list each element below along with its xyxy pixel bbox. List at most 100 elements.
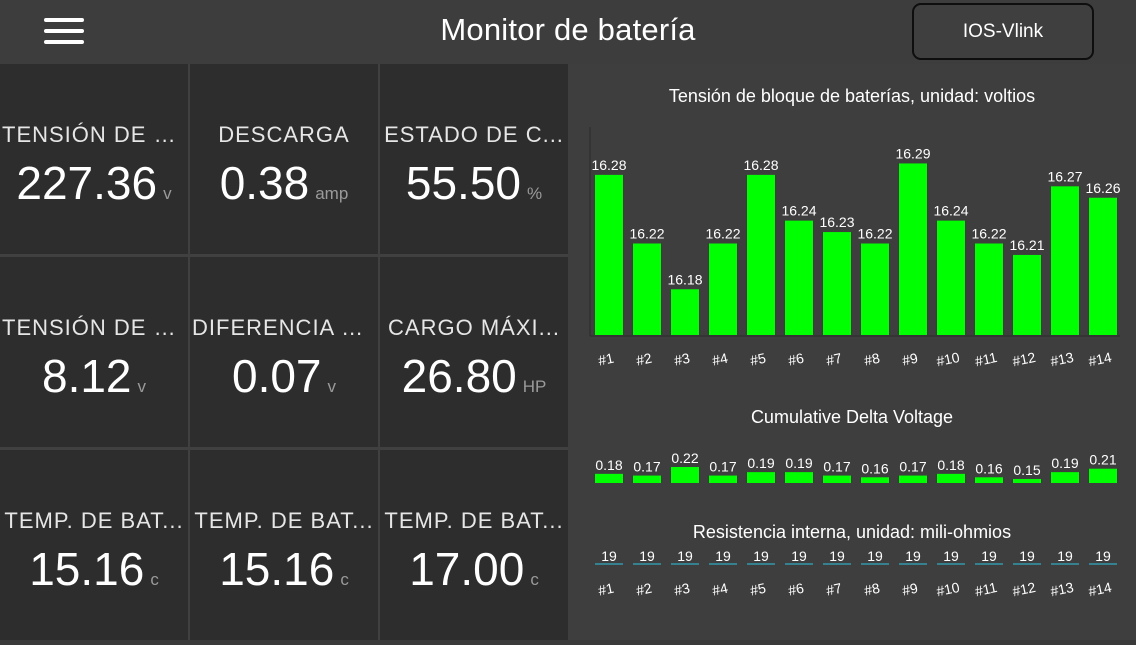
voltage-bar [709, 243, 737, 335]
voltage-x-tick: #5 [749, 350, 768, 369]
metric-label: DESCARGA [218, 122, 350, 147]
metric-value-group: 15.16 c [190, 542, 378, 596]
resistance-x-tick: #4 [711, 580, 730, 599]
metric-label: TENSIÓN DE P... [2, 122, 188, 147]
metric-unit: v [327, 377, 337, 396]
voltage-bar [1089, 197, 1117, 335]
resistance-bar-value: 19 [981, 548, 997, 564]
voltage-x-tick: #2 [635, 350, 654, 369]
metric-unit: c [340, 570, 349, 589]
voltage-bar-value: 16.18 [667, 271, 702, 287]
metric-value-group: 15.16 c [0, 542, 188, 596]
metric-value: 55.50 [405, 157, 521, 209]
top-bar: Monitor de batería IOS-Vlink [0, 0, 1136, 64]
voltage-bar [595, 174, 623, 335]
voltage-x-tick: #13 [1049, 349, 1075, 370]
delta-bar-value: 0.16 [975, 460, 1002, 476]
metric-tile[interactable]: DESCARGA 0.38 amp [190, 64, 378, 254]
metrics-grid: TENSIÓN DE P... 227.36 v DESCARGA 0.38 amp EST… [0, 64, 568, 640]
metric-tile[interactable]: TENSIÓN DE C... 8.12 v [0, 257, 188, 447]
resistance-bar-value: 19 [1019, 548, 1035, 564]
voltage-bar [671, 289, 699, 335]
voltage-bar [633, 243, 661, 335]
metric-tile[interactable]: TEMP. DE BAT... 17.00 c [380, 450, 568, 640]
voltage-bar-value: 16.22 [857, 226, 892, 242]
hamburger-menu-icon[interactable] [44, 18, 84, 46]
metric-label: TEMP. DE BAT... [384, 508, 564, 533]
metric-unit: % [527, 184, 543, 203]
delta-bar-value: 0.17 [899, 459, 926, 475]
metric-value: 26.80 [401, 350, 517, 402]
metric-tile[interactable]: ESTADO DE C... 55.50% [380, 64, 568, 254]
resistance-x-tick: #2 [635, 580, 654, 599]
voltage-x-tick: #4 [711, 350, 730, 369]
chart-title: Tensión de bloque de baterías, unidad: v… [669, 86, 1035, 106]
resistance-x-tick: #8 [863, 580, 882, 599]
voltage-bar [823, 232, 851, 335]
metric-value-group: 17.00 c [380, 542, 568, 596]
metric-value: 15.16 [219, 543, 335, 595]
delta-bar-value: 0.17 [633, 459, 660, 475]
voltage-bar-value: 16.28 [743, 157, 778, 173]
delta-bar-value: 0.16 [861, 460, 888, 476]
delta-bar-value: 0.15 [1013, 462, 1040, 478]
voltage-x-tick: #12 [1011, 349, 1037, 370]
resistance-bar-value: 19 [829, 548, 845, 564]
delta-bar-value: 0.21 [1089, 452, 1116, 468]
delta-bar-value: 0.17 [823, 459, 850, 475]
metric-tile[interactable]: CARGO MÁXI... 26.80 HP [380, 257, 568, 447]
voltage-bar-value: 16.28 [591, 157, 626, 173]
voltage-bar-value: 16.24 [781, 203, 816, 219]
metric-tile[interactable]: TEMP. DE BAT... 15.16 c [0, 450, 188, 640]
voltage-bar-value: 16.22 [971, 226, 1006, 242]
metric-tile[interactable]: DIFERENCIA D... 0.07 v [190, 257, 378, 447]
metric-unit: HP [522, 377, 547, 396]
resistance-x-tick: #10 [935, 579, 961, 600]
metric-value-group: 227.36 v [0, 156, 188, 210]
charts-panel: Tensión de bloque de baterías, unidad: v… [568, 64, 1136, 640]
chart-title: Resistencia interna, unidad: mili-ohmios [693, 522, 1011, 542]
metric-tile[interactable]: TENSIÓN DE P... 227.36 v [0, 64, 188, 254]
delta-bar [1089, 468, 1117, 483]
voltage-x-tick: #8 [863, 350, 882, 369]
delta-bar [823, 475, 851, 483]
device-connect-button[interactable]: IOS-Vlink [912, 3, 1094, 60]
metric-label: ESTADO DE C... [384, 122, 564, 147]
delta-bar-value: 0.19 [747, 455, 774, 471]
voltage-x-tick: #6 [787, 350, 806, 369]
delta-bar [937, 473, 965, 483]
resistance-bar-value: 19 [639, 548, 655, 564]
metric-unit: c [530, 570, 539, 589]
metric-unit: v [163, 184, 172, 203]
resistance-x-tick: #7 [825, 580, 844, 599]
voltage-x-tick: #7 [825, 350, 844, 369]
voltage-bar [747, 174, 775, 335]
metric-value: 227.36 [16, 157, 158, 209]
delta-bar [861, 477, 889, 483]
voltage-bar-value: 16.24 [933, 203, 968, 219]
delta-bar-value: 0.19 [1051, 455, 1078, 471]
delta-bar-value: 0.22 [671, 450, 698, 466]
resistance-x-tick: #9 [901, 580, 920, 599]
metric-unit: amp [315, 184, 349, 203]
delta-bar [747, 472, 775, 483]
delta-bar [785, 472, 813, 483]
voltage-bar-value: 16.29 [895, 145, 930, 161]
delta-bar-value: 0.19 [785, 455, 812, 471]
delta-bar [1051, 472, 1079, 483]
delta-bar [899, 475, 927, 483]
delta-bar-value: 0.17 [709, 459, 736, 475]
delta-bar [671, 467, 699, 483]
metric-value: 17.00 [409, 543, 525, 595]
voltage-bar [785, 220, 813, 335]
metric-label: DIFERENCIA D... [192, 315, 378, 340]
voltage-x-tick: #10 [935, 349, 961, 370]
metric-tile[interactable]: TEMP. DE BAT... 15.16 c [190, 450, 378, 640]
metric-unit: v [137, 377, 147, 396]
voltage-bar-value: 16.27 [1047, 168, 1082, 184]
resistance-bar-value: 19 [791, 548, 807, 564]
delta-bar [633, 475, 661, 483]
delta-bar [595, 473, 623, 483]
metric-label: TEMP. DE BAT... [4, 508, 184, 533]
page-title: Monitor de batería [440, 12, 696, 47]
